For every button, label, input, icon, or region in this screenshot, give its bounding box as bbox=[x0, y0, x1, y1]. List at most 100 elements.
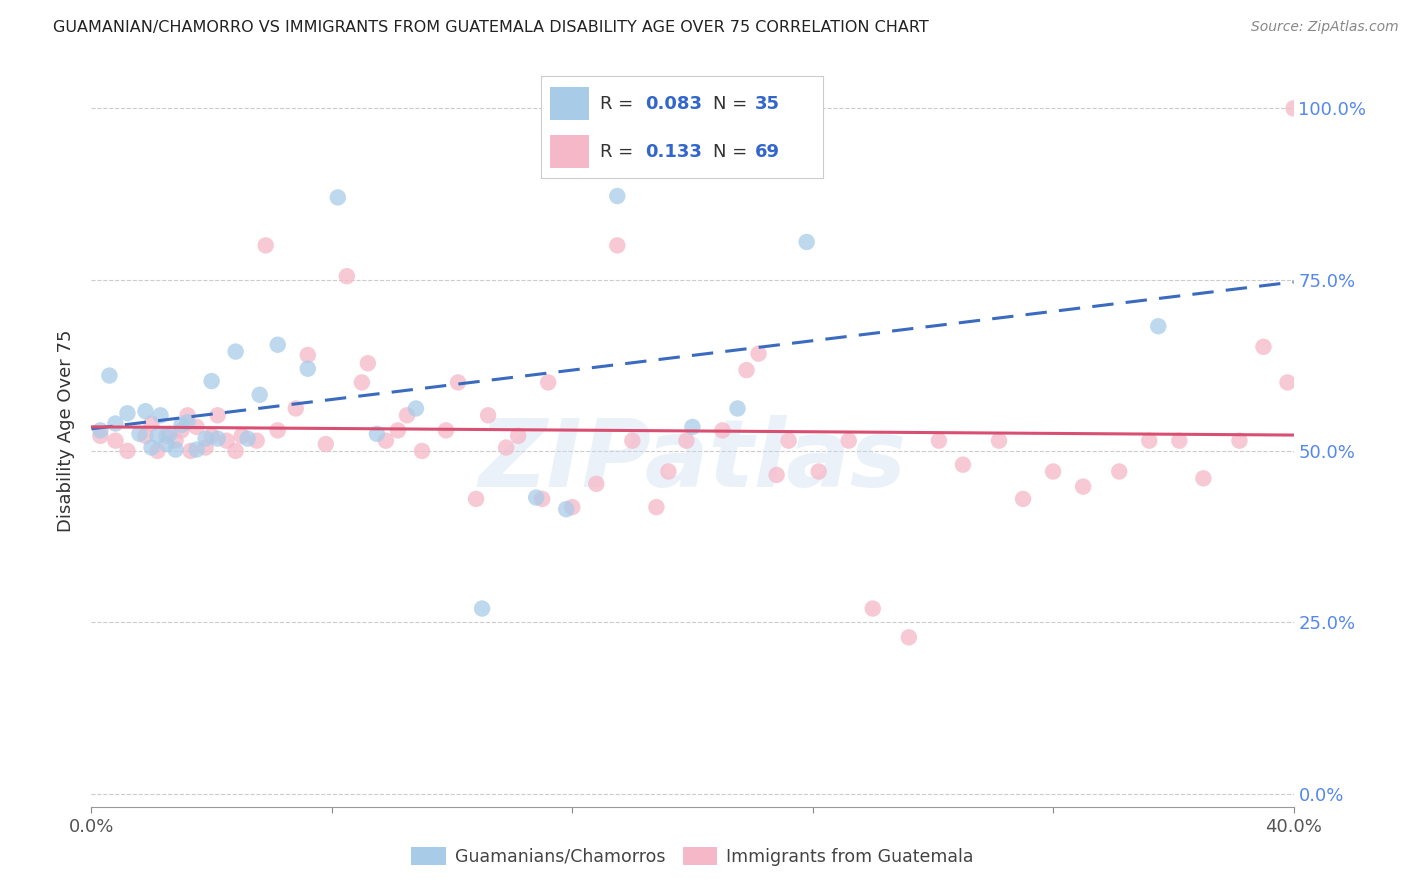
Text: GUAMANIAN/CHAMORRO VS IMMIGRANTS FROM GUATEMALA DISABILITY AGE OVER 75 CORRELATI: GUAMANIAN/CHAMORRO VS IMMIGRANTS FROM GU… bbox=[53, 20, 929, 35]
Point bbox=[159, 426, 181, 441]
Point bbox=[405, 401, 427, 416]
Bar bbox=[550, 87, 589, 120]
Point bbox=[411, 444, 433, 458]
Point bbox=[561, 500, 583, 515]
Point bbox=[128, 426, 150, 441]
Point bbox=[1253, 340, 1275, 354]
Point bbox=[765, 467, 787, 482]
Point bbox=[657, 465, 679, 479]
Point bbox=[621, 434, 644, 448]
Point bbox=[201, 429, 224, 443]
Point bbox=[585, 476, 607, 491]
Point bbox=[1012, 491, 1035, 506]
Point bbox=[89, 424, 111, 438]
Point bbox=[225, 344, 247, 359]
Point bbox=[1147, 319, 1170, 334]
Text: 35: 35 bbox=[755, 95, 780, 112]
Point bbox=[727, 401, 749, 416]
Point bbox=[104, 417, 127, 431]
Point bbox=[1229, 434, 1251, 448]
Text: R =: R = bbox=[600, 95, 640, 112]
Point bbox=[1277, 376, 1299, 390]
Point bbox=[194, 432, 217, 446]
Point bbox=[1168, 434, 1191, 448]
Point bbox=[477, 409, 499, 423]
Point bbox=[141, 417, 163, 431]
Point bbox=[434, 424, 457, 438]
Point bbox=[395, 409, 418, 423]
Point bbox=[246, 434, 269, 448]
Point bbox=[606, 238, 628, 252]
Point bbox=[807, 465, 830, 479]
Point bbox=[531, 491, 554, 506]
Point bbox=[134, 404, 156, 418]
Point bbox=[89, 429, 111, 443]
Text: R =: R = bbox=[600, 143, 640, 161]
Point bbox=[146, 429, 169, 443]
Point bbox=[146, 444, 169, 458]
Point bbox=[155, 437, 177, 451]
Point bbox=[447, 376, 470, 390]
Point bbox=[350, 376, 373, 390]
Point bbox=[284, 401, 307, 416]
Point bbox=[524, 491, 547, 505]
Point bbox=[465, 491, 488, 506]
Point bbox=[186, 420, 208, 434]
Point bbox=[537, 376, 560, 390]
Point bbox=[249, 388, 271, 402]
Point bbox=[134, 429, 156, 443]
Point bbox=[267, 337, 290, 351]
Point bbox=[928, 434, 950, 448]
Point bbox=[1071, 479, 1094, 493]
Point bbox=[207, 409, 229, 423]
Point bbox=[201, 374, 224, 388]
Point bbox=[495, 441, 517, 455]
Point bbox=[711, 424, 734, 438]
Point bbox=[297, 348, 319, 362]
Y-axis label: Disability Age Over 75: Disability Age Over 75 bbox=[58, 329, 76, 532]
Point bbox=[645, 500, 668, 515]
Bar bbox=[550, 136, 589, 168]
Point bbox=[176, 409, 198, 423]
Point bbox=[170, 417, 193, 432]
Text: ZIPatlas: ZIPatlas bbox=[478, 415, 907, 507]
Point bbox=[336, 269, 359, 284]
Point bbox=[231, 429, 253, 443]
Point bbox=[374, 434, 396, 448]
Point bbox=[215, 434, 238, 448]
Point bbox=[297, 361, 319, 376]
Point bbox=[186, 442, 208, 457]
Point bbox=[194, 441, 217, 455]
Point bbox=[681, 420, 703, 434]
Point bbox=[117, 444, 139, 458]
Text: 69: 69 bbox=[755, 143, 780, 161]
Point bbox=[98, 368, 121, 383]
Point bbox=[326, 190, 349, 204]
Point bbox=[165, 442, 187, 457]
Point bbox=[357, 356, 380, 370]
Point bbox=[176, 415, 198, 429]
Point bbox=[366, 426, 388, 441]
Point bbox=[149, 409, 172, 423]
Point bbox=[180, 444, 202, 458]
Point bbox=[862, 601, 884, 615]
Point bbox=[387, 424, 409, 438]
Text: N =: N = bbox=[713, 143, 752, 161]
Point bbox=[315, 437, 337, 451]
Point bbox=[748, 346, 770, 360]
Point bbox=[170, 424, 193, 438]
Point bbox=[952, 458, 974, 472]
Point bbox=[236, 432, 259, 446]
Point bbox=[1282, 101, 1305, 115]
Point bbox=[117, 406, 139, 420]
Point bbox=[988, 434, 1011, 448]
Point bbox=[254, 238, 277, 252]
Point bbox=[141, 441, 163, 455]
Point bbox=[1137, 434, 1160, 448]
Point bbox=[651, 149, 673, 163]
Point bbox=[267, 424, 290, 438]
Point bbox=[778, 434, 800, 448]
Point bbox=[207, 432, 229, 446]
Point bbox=[555, 502, 578, 516]
Text: Source: ZipAtlas.com: Source: ZipAtlas.com bbox=[1251, 20, 1399, 34]
